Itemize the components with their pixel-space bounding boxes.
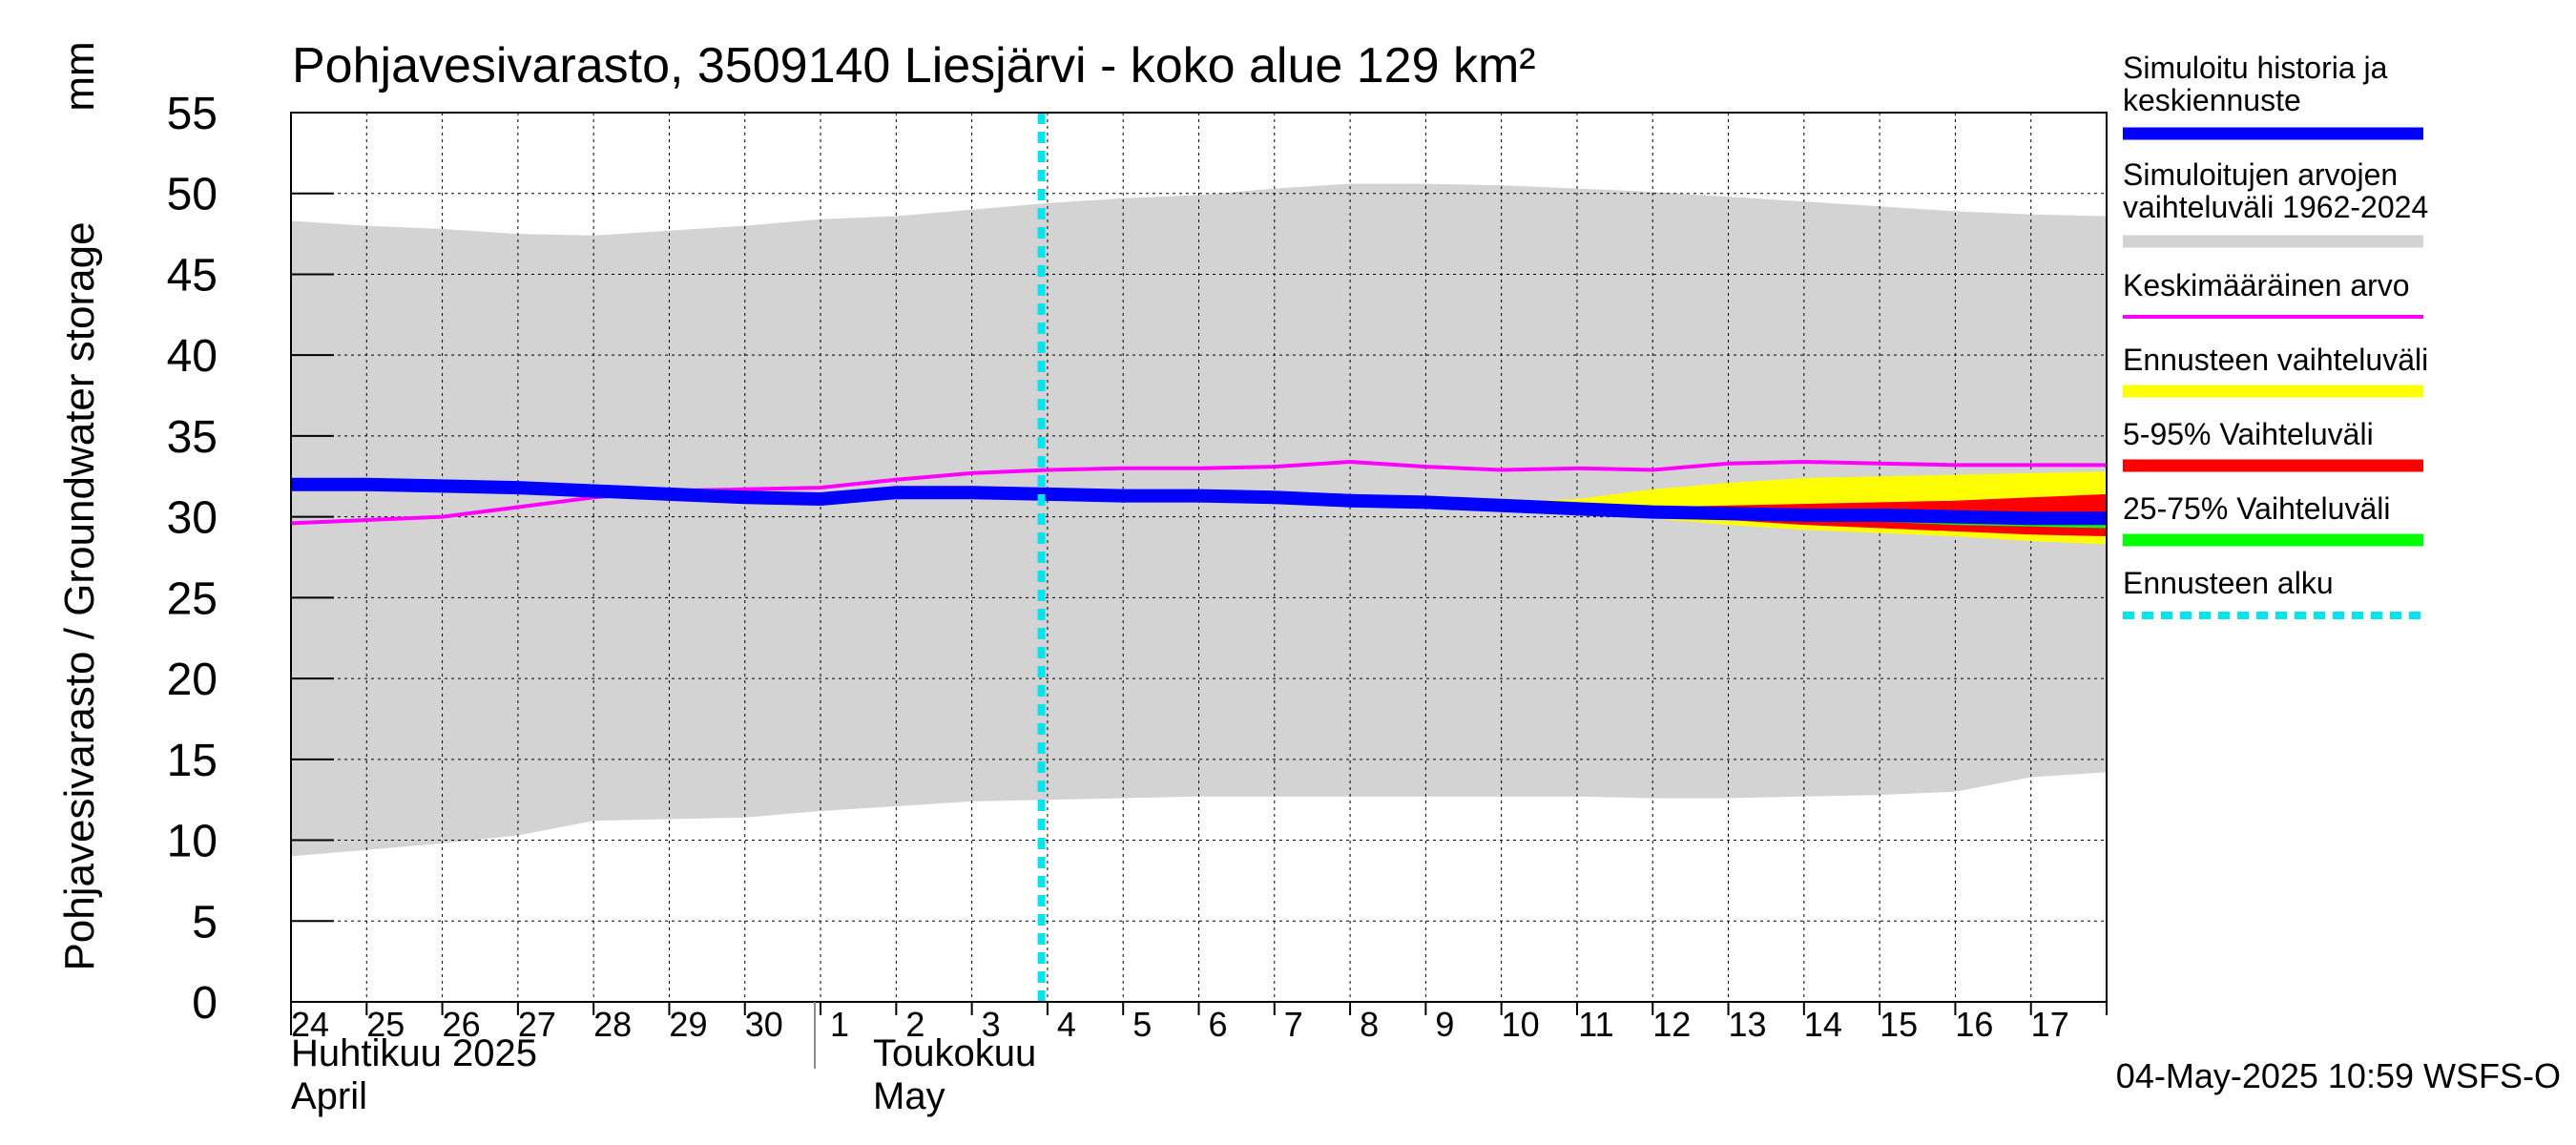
y-tick-label: 30 <box>167 493 218 544</box>
legend-label-line: Ennusteen alku <box>2123 566 2334 600</box>
grid <box>291 113 2107 1002</box>
x-tick-label: 14 <box>1804 1005 1842 1044</box>
legend-label-line: keskiennuste <box>2123 83 2301 117</box>
legend-item: 5-95% Vaihteluväli <box>2123 417 2423 472</box>
x-tick-label: 26 <box>443 1005 481 1044</box>
legend-label-line: Ennusteen vaihteluväli <box>2123 343 2428 377</box>
x-tick-label: 9 <box>1435 1005 1454 1044</box>
y-tick-label: 10 <box>167 817 218 867</box>
y-axis-label: Pohjavesivarasto / Groundwater storage <box>56 221 103 970</box>
legend-label-line: Simuloitu historia ja <box>2123 51 2388 85</box>
plot-area <box>290 112 2108 1003</box>
x-tick-label: 28 <box>593 1005 632 1044</box>
legend-label: Simuloitujen arvojen vaihteluväli 1962-20… <box>2123 157 2428 224</box>
x-tick-label: 4 <box>1057 1005 1076 1044</box>
month-label-en: May <box>873 1075 945 1117</box>
x-tick-label: 24 <box>291 1005 329 1044</box>
x-tick-label: 25 <box>366 1005 405 1044</box>
x-tick-label: 1 <box>830 1005 849 1044</box>
x-tick-label: 10 <box>1502 1005 1540 1044</box>
month-label-fi: Toukokuu <box>873 1032 1036 1074</box>
y-axis: 0 5 10 15 20 25 30 35 40 45 50 55 <box>167 89 334 1029</box>
legend-item: Keskimääräinen arvo <box>2123 268 2423 319</box>
x-tick-label: 7 <box>1284 1005 1303 1044</box>
x-tick-label: 12 <box>1652 1005 1691 1044</box>
y-tick-label: 50 <box>167 170 218 220</box>
y-tick-label: 20 <box>167 655 218 705</box>
legend-label: Ennusteen vaihteluväli <box>2123 343 2428 377</box>
y-tick-label: 5 <box>192 897 218 947</box>
legend-label-line: vaihteluväli 1962-2024 <box>2123 190 2428 224</box>
x-tick-label: 29 <box>669 1005 707 1044</box>
legend-label-line: 25-75% Vaihteluväli <box>2123 491 2390 526</box>
footer-timestamp: 04-May-2025 10:59 WSFS-O <box>2116 1056 2561 1095</box>
chart-title: Pohjavesivarasto, 3509140 Liesjärvi - ko… <box>292 38 1536 94</box>
legend-item: Simuloitujen arvojen vaihteluväli 1962-20… <box>2123 157 2428 248</box>
x-tick-label: 2 <box>905 1005 924 1044</box>
legend-label: 5-95% Vaihteluväli <box>2123 417 2374 451</box>
x-tick-label: 8 <box>1360 1005 1379 1044</box>
legend: Simuloitu historia ja keskiennusteSimuloi… <box>2123 51 2428 619</box>
y-tick-label: 45 <box>167 250 218 301</box>
y-tick-label: 0 <box>192 978 218 1029</box>
x-tick-label: 11 <box>1578 1005 1613 1044</box>
y-tick-label: 35 <box>167 412 218 463</box>
y-tick-label: 55 <box>167 89 218 139</box>
x-tick-label: 5 <box>1132 1005 1152 1044</box>
x-tick-label: 13 <box>1729 1005 1767 1044</box>
x-tick-label: 6 <box>1208 1005 1227 1044</box>
legend-label: Simuloitu historia ja keskiennuste <box>2123 51 2388 117</box>
month-label-en: April <box>291 1075 367 1117</box>
legend-label-line: Keskimääräinen arvo <box>2123 268 2410 302</box>
month-label-fi: Huhtikuu 2025 <box>291 1032 537 1074</box>
y-tick-label: 25 <box>167 573 218 624</box>
y-tick-label: 40 <box>167 331 218 382</box>
legend-item: Ennusteen vaihteluväli <box>2123 343 2428 398</box>
x-tick-label: 27 <box>518 1005 556 1044</box>
y-tick-label: 15 <box>167 736 218 786</box>
legend-label-line: 5-95% Vaihteluväli <box>2123 417 2374 451</box>
x-tick-label: 16 <box>1955 1005 1993 1044</box>
legend-label: Ennusteen alku <box>2123 566 2334 600</box>
simulated-median-line <box>291 477 2107 526</box>
legend-item: Ennusteen alku <box>2123 566 2423 619</box>
x-tick-label: 3 <box>982 1005 1001 1044</box>
y-axis-unit: mm <box>56 41 103 111</box>
legend-item: 25-75% Vaihteluväli <box>2123 491 2423 547</box>
legend-label: Keskimääräinen arvo <box>2123 268 2410 302</box>
legend-item: Simuloitu historia ja keskiennuste <box>2123 51 2423 140</box>
x-tick-label: 30 <box>745 1005 783 1044</box>
x-tick-label: 15 <box>1880 1005 1918 1044</box>
x-axis: 24 25 26 27 28 29 30 1 2 3 4 5 6 7 8 9 10 11 12 13 14 15 16 17H… <box>290 1002 2108 1117</box>
legend-label-line: Simuloitujen arvojen <box>2123 157 2398 192</box>
legend-label: 25-75% Vaihteluväli <box>2123 491 2390 526</box>
x-tick-label: 17 <box>2031 1005 2069 1044</box>
